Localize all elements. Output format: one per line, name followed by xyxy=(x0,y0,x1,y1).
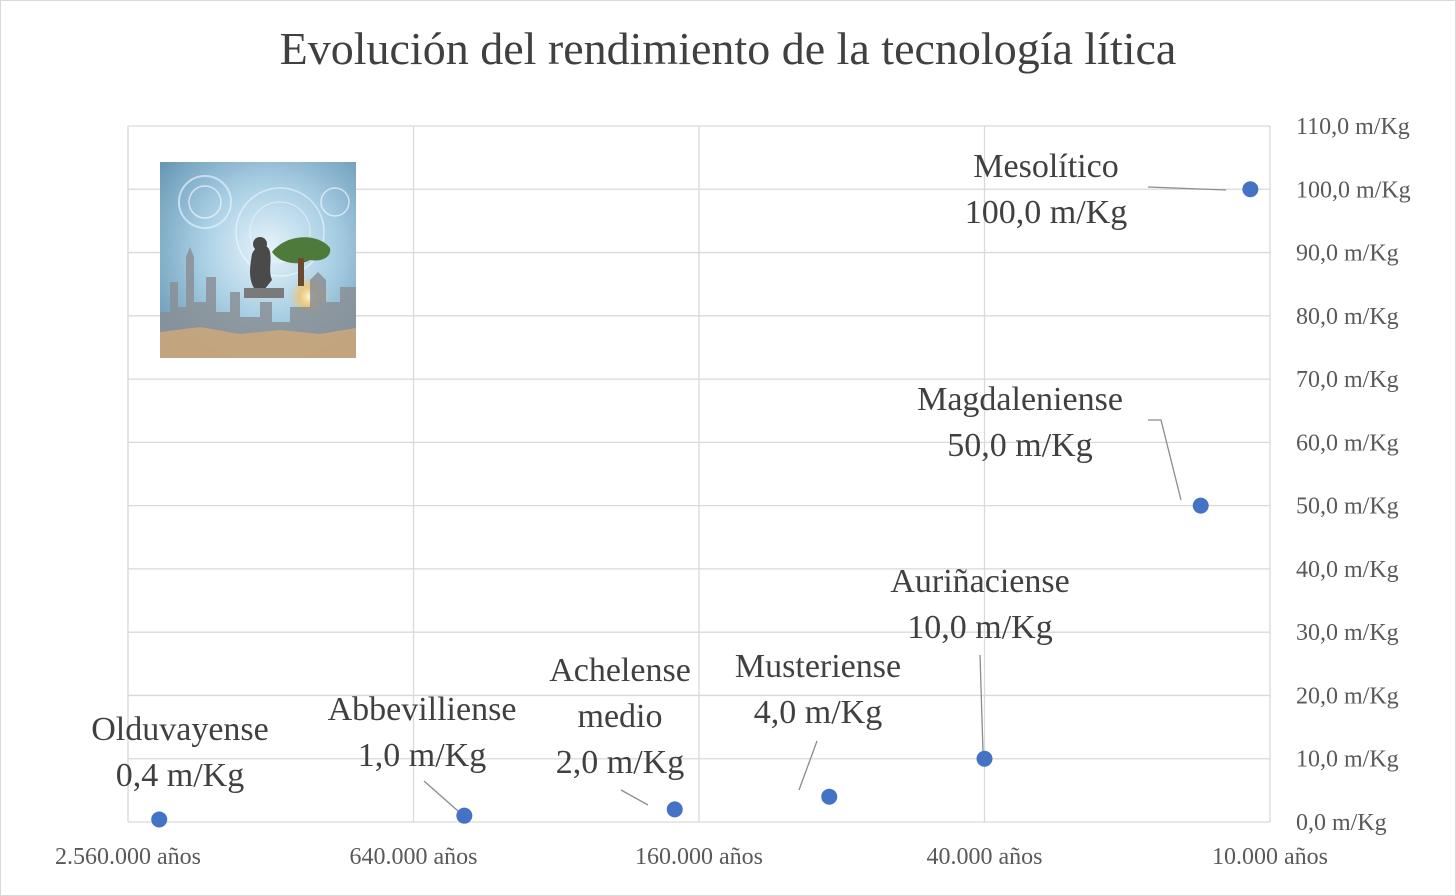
leader-line xyxy=(423,780,459,812)
data-label-line: 4,0 m/Kg xyxy=(754,694,882,731)
x-tick-label: 2.560.000 años xyxy=(55,844,201,870)
y-tick-label: 80,0 m/Kg xyxy=(1296,304,1399,330)
data-label-line: Olduvayense xyxy=(91,711,269,748)
y-axis-ticks: 0,0 m/Kg 10,0 m/Kg 20,0 m/Kg 30,0 m/Kg 40,0 … xyxy=(1296,114,1411,836)
chart-title: Evolución del rendimiento de la tecnolog… xyxy=(279,23,1177,74)
data-label-line: medio xyxy=(578,698,663,735)
x-tick-label: 10.000 años xyxy=(1212,844,1328,870)
data-label: Achelense medio 2,0 m/Kg xyxy=(549,652,691,781)
x-tick-label: 640.000 años xyxy=(350,844,478,870)
leader-line xyxy=(979,654,984,753)
data-point xyxy=(1192,497,1209,514)
x-tick-label: 160.000 años xyxy=(635,844,763,870)
data-label-line: 50,0 m/Kg xyxy=(947,427,1092,464)
data-point xyxy=(151,811,168,828)
y-tick-label: 60,0 m/Kg xyxy=(1296,430,1399,456)
data-point xyxy=(1242,181,1259,198)
y-tick-label: 30,0 m/Kg xyxy=(1296,620,1399,646)
thinker-sculpture-city-image xyxy=(160,162,356,358)
data-label-line: 100,0 m/Kg xyxy=(965,194,1127,231)
data-label: Abbevilliense 1,0 m/Kg xyxy=(328,691,517,774)
data-label: Musteriense 4,0 m/Kg xyxy=(735,648,901,731)
data-label-line: Magdaleniense xyxy=(917,381,1123,418)
y-tick-label: 40,0 m/Kg xyxy=(1296,557,1399,583)
data-label-line: 1,0 m/Kg xyxy=(358,737,486,774)
y-tick-label: 10,0 m/Kg xyxy=(1296,747,1399,773)
data-point xyxy=(456,807,473,824)
y-tick-label: 90,0 m/Kg xyxy=(1296,241,1399,267)
x-axis-ticks: 2.560.000 años 640.000 años 160.000 años 40… xyxy=(55,844,1328,870)
data-labels: Olduvayense 0,4 m/Kg Abbevilliense 1,0 m/Kg… xyxy=(91,148,1127,794)
y-tick-label: 100,0 m/Kg xyxy=(1296,177,1411,203)
data-label-line: Musteriense xyxy=(735,648,901,685)
leader-line xyxy=(1148,419,1182,501)
data-label-line: Auriñaciense xyxy=(890,563,1069,600)
data-label-line: Abbevilliense xyxy=(328,691,517,728)
data-point xyxy=(976,750,993,767)
data-label: Mesolítico 100,0 m/Kg xyxy=(965,148,1127,231)
data-point xyxy=(821,788,838,805)
data-label-line: 10,0 m/Kg xyxy=(907,609,1052,646)
leader-line xyxy=(798,740,818,791)
label-leader-lines xyxy=(423,186,1227,812)
leader-line xyxy=(620,789,649,806)
data-label: Magdaleniense 50,0 m/Kg xyxy=(917,381,1123,464)
data-label: Olduvayense 0,4 m/Kg xyxy=(91,711,269,794)
data-label-line: 0,4 m/Kg xyxy=(116,757,244,794)
data-label: Auriñaciense 10,0 m/Kg xyxy=(890,563,1069,646)
y-tick-label: 50,0 m/Kg xyxy=(1296,494,1399,520)
data-label-line: 2,0 m/Kg xyxy=(556,744,684,781)
data-point xyxy=(666,801,683,818)
y-tick-label: 70,0 m/Kg xyxy=(1296,367,1399,393)
y-tick-label: 0,0 m/Kg xyxy=(1296,810,1387,836)
y-tick-label: 110,0 m/Kg xyxy=(1296,114,1410,140)
data-points xyxy=(151,181,1259,828)
x-tick-label: 40.000 años xyxy=(927,844,1043,870)
y-tick-label: 20,0 m/Kg xyxy=(1296,683,1399,709)
leader-line xyxy=(1147,186,1227,191)
data-label-line: Achelense xyxy=(549,652,691,689)
data-label-line: Mesolítico xyxy=(973,148,1118,185)
